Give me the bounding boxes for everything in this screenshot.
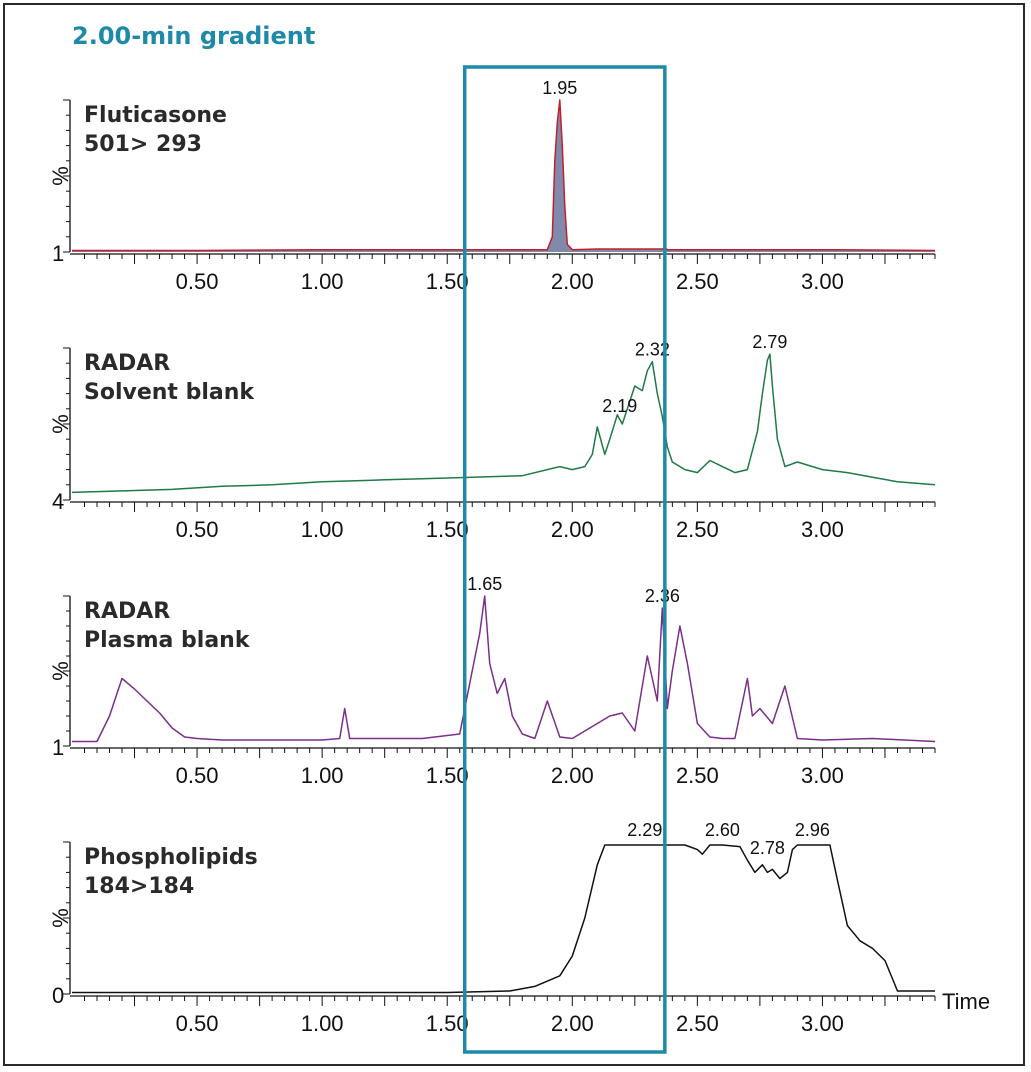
x-tick-label: 2.00 — [551, 269, 594, 294]
trace-label: Phospholipids — [84, 845, 258, 870]
trace-sublabel: 501> 293 — [84, 132, 202, 157]
trace-label: RADAR — [84, 599, 170, 624]
x-tick-label: 1.50 — [426, 517, 469, 542]
peak-label: 1.95 — [542, 78, 577, 98]
x-tick-label: 2.50 — [676, 517, 719, 542]
peak-label: 2.32 — [635, 340, 670, 360]
x-tick-label: 0.50 — [176, 517, 219, 542]
x-tick-label: 2.50 — [676, 763, 719, 788]
trace-line — [71, 353, 936, 494]
figure-title: 2.00-min gradient — [72, 22, 316, 50]
peak-label: 2.19 — [602, 396, 637, 416]
chromatogram-panel-4: Phospholipids 184>184% 0 0.50 1.00 1.50 2.00 2.… — [48, 820, 990, 1036]
x-tick-label: 1.00 — [301, 269, 344, 294]
peak-label: 1.65 — [467, 574, 502, 594]
trace-sublabel: 184>184 — [84, 874, 194, 899]
peak-label: 2.78 — [750, 838, 785, 858]
x-tick-label: 1.00 — [301, 517, 344, 542]
y-axis-label: % — [48, 166, 73, 186]
x-axis-label: Time — [942, 989, 990, 1014]
x-tick-label: 1.50 — [426, 269, 469, 294]
x-tick-label: 3.00 — [801, 269, 844, 294]
y-axis-label: % — [48, 908, 73, 928]
trace-sublabel: Solvent blank — [84, 380, 255, 405]
peak-label: 2.29 — [627, 820, 662, 840]
y-axis-label: % — [48, 661, 73, 681]
x-tick-label: 3.00 — [801, 763, 844, 788]
chromatogram-panel-2: RADAR Solvent blank% 4 0.50 1.00 1.50 2.00 2.50… — [48, 332, 936, 542]
x-tick-label: 1.50 — [426, 763, 469, 788]
chromatogram-panel-1: Fluticasone 501> 293% 1 0.50 1.00 1.50 2.00 2.5… — [48, 78, 936, 294]
x-tick-label: 1.00 — [301, 763, 344, 788]
y-baseline-label: 0 — [52, 983, 64, 1008]
figure-frame — [3, 3, 1025, 1066]
x-tick-label: 1.00 — [301, 1011, 344, 1036]
x-tick-label: 2.00 — [551, 517, 594, 542]
peak-label: 2.79 — [752, 332, 787, 352]
y-baseline-label: 4 — [52, 489, 64, 514]
peak-label: 2.36 — [645, 586, 680, 606]
trace-label: Fluticasone — [84, 103, 227, 128]
x-tick-label: 2.50 — [676, 269, 719, 294]
x-tick-label: 2.50 — [676, 1011, 719, 1036]
y-axis-label: % — [48, 414, 73, 434]
trace-sublabel: Plasma blank — [84, 628, 251, 653]
y-baseline-label: 1 — [52, 735, 64, 760]
trace-line — [72, 595, 936, 743]
x-tick-label: 0.50 — [176, 763, 219, 788]
y-baseline-label: 1 — [52, 241, 64, 266]
x-tick-label: 1.50 — [426, 1011, 469, 1036]
x-tick-label: 0.50 — [176, 269, 219, 294]
trace-label: RADAR — [84, 351, 170, 376]
peak-label: 2.96 — [795, 820, 830, 840]
peak-label: 2.60 — [705, 820, 740, 840]
trace-line — [72, 844, 935, 994]
x-tick-label: 2.00 — [551, 1011, 594, 1036]
highlight-window — [462, 65, 667, 1054]
chromatogram-panel-3: RADAR Plasma blank% 1 0.50 1.00 1.50 2.00 2.50 3… — [48, 574, 936, 788]
x-tick-label: 2.00 — [551, 763, 594, 788]
x-tick-label: 3.00 — [801, 517, 844, 542]
x-tick-label: 3.00 — [801, 1011, 844, 1036]
x-tick-label: 0.50 — [176, 1011, 219, 1036]
